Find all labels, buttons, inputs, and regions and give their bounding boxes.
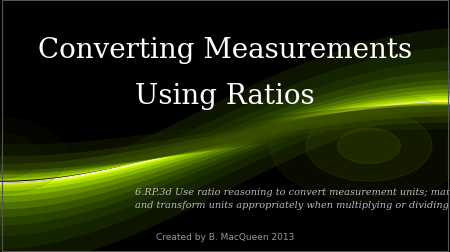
- Circle shape: [0, 134, 40, 179]
- Text: Created by B. MacQueen 2013: Created by B. MacQueen 2013: [156, 232, 294, 241]
- Text: Using Ratios: Using Ratios: [135, 82, 315, 109]
- Circle shape: [338, 129, 400, 164]
- Circle shape: [306, 111, 432, 181]
- Text: Converting Measurements: Converting Measurements: [38, 37, 412, 64]
- Circle shape: [270, 91, 450, 202]
- Circle shape: [0, 118, 68, 194]
- Text: 6.RP.3d Use ratio reasoning to convert measurement units; manipulate
and transfo: 6.RP.3d Use ratio reasoning to convert m…: [135, 187, 450, 209]
